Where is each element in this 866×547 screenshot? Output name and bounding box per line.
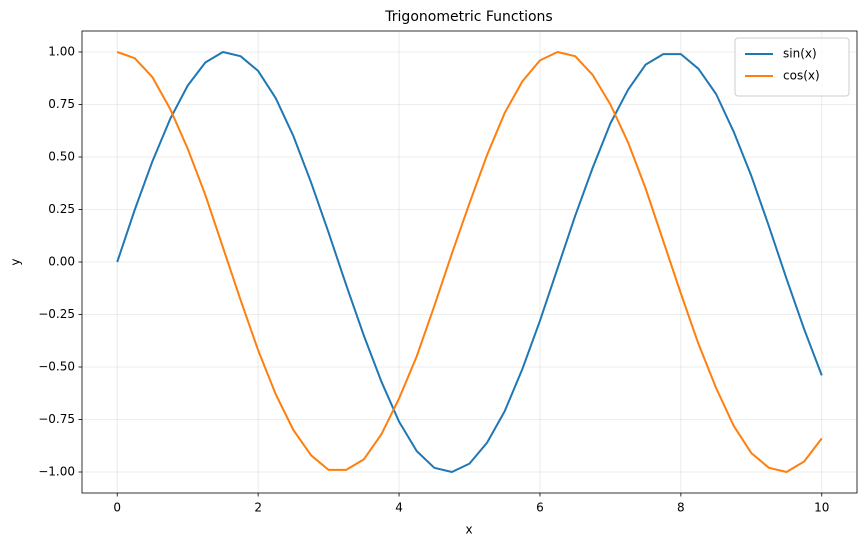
- y-tick-label: 0.75: [48, 97, 75, 111]
- x-tick-label: 10: [814, 501, 829, 515]
- line-series: [116, 51, 823, 473]
- y-tick-label: 0.25: [48, 202, 75, 216]
- y-tick-label: −0.50: [38, 360, 75, 374]
- legend-label: cos(x): [783, 69, 820, 83]
- line-series: [116, 51, 823, 473]
- x-tick-label: 4: [395, 501, 403, 515]
- y-tick-label: 0.00: [48, 255, 75, 269]
- legend-box: [734, 37, 850, 97]
- y-tick-label: −1.00: [38, 465, 75, 479]
- y-tick-label: −0.25: [38, 307, 75, 321]
- axes-frame: [81, 30, 858, 494]
- x-tick-label: 8: [677, 501, 685, 515]
- y-tick-label: −0.75: [38, 412, 75, 426]
- x-tick-label: 6: [536, 501, 544, 515]
- x-tick-label: 0: [113, 501, 121, 515]
- x-axis-label: x: [465, 523, 472, 537]
- y-tick-label: 0.50: [48, 150, 75, 164]
- chart-title: Trigonometric Functions: [384, 9, 552, 25]
- x-tick-label: 2: [254, 501, 262, 515]
- y-axis-label: y: [9, 258, 23, 265]
- legend-label: sin(x): [783, 47, 817, 61]
- y-tick-label: 1.00: [48, 45, 75, 59]
